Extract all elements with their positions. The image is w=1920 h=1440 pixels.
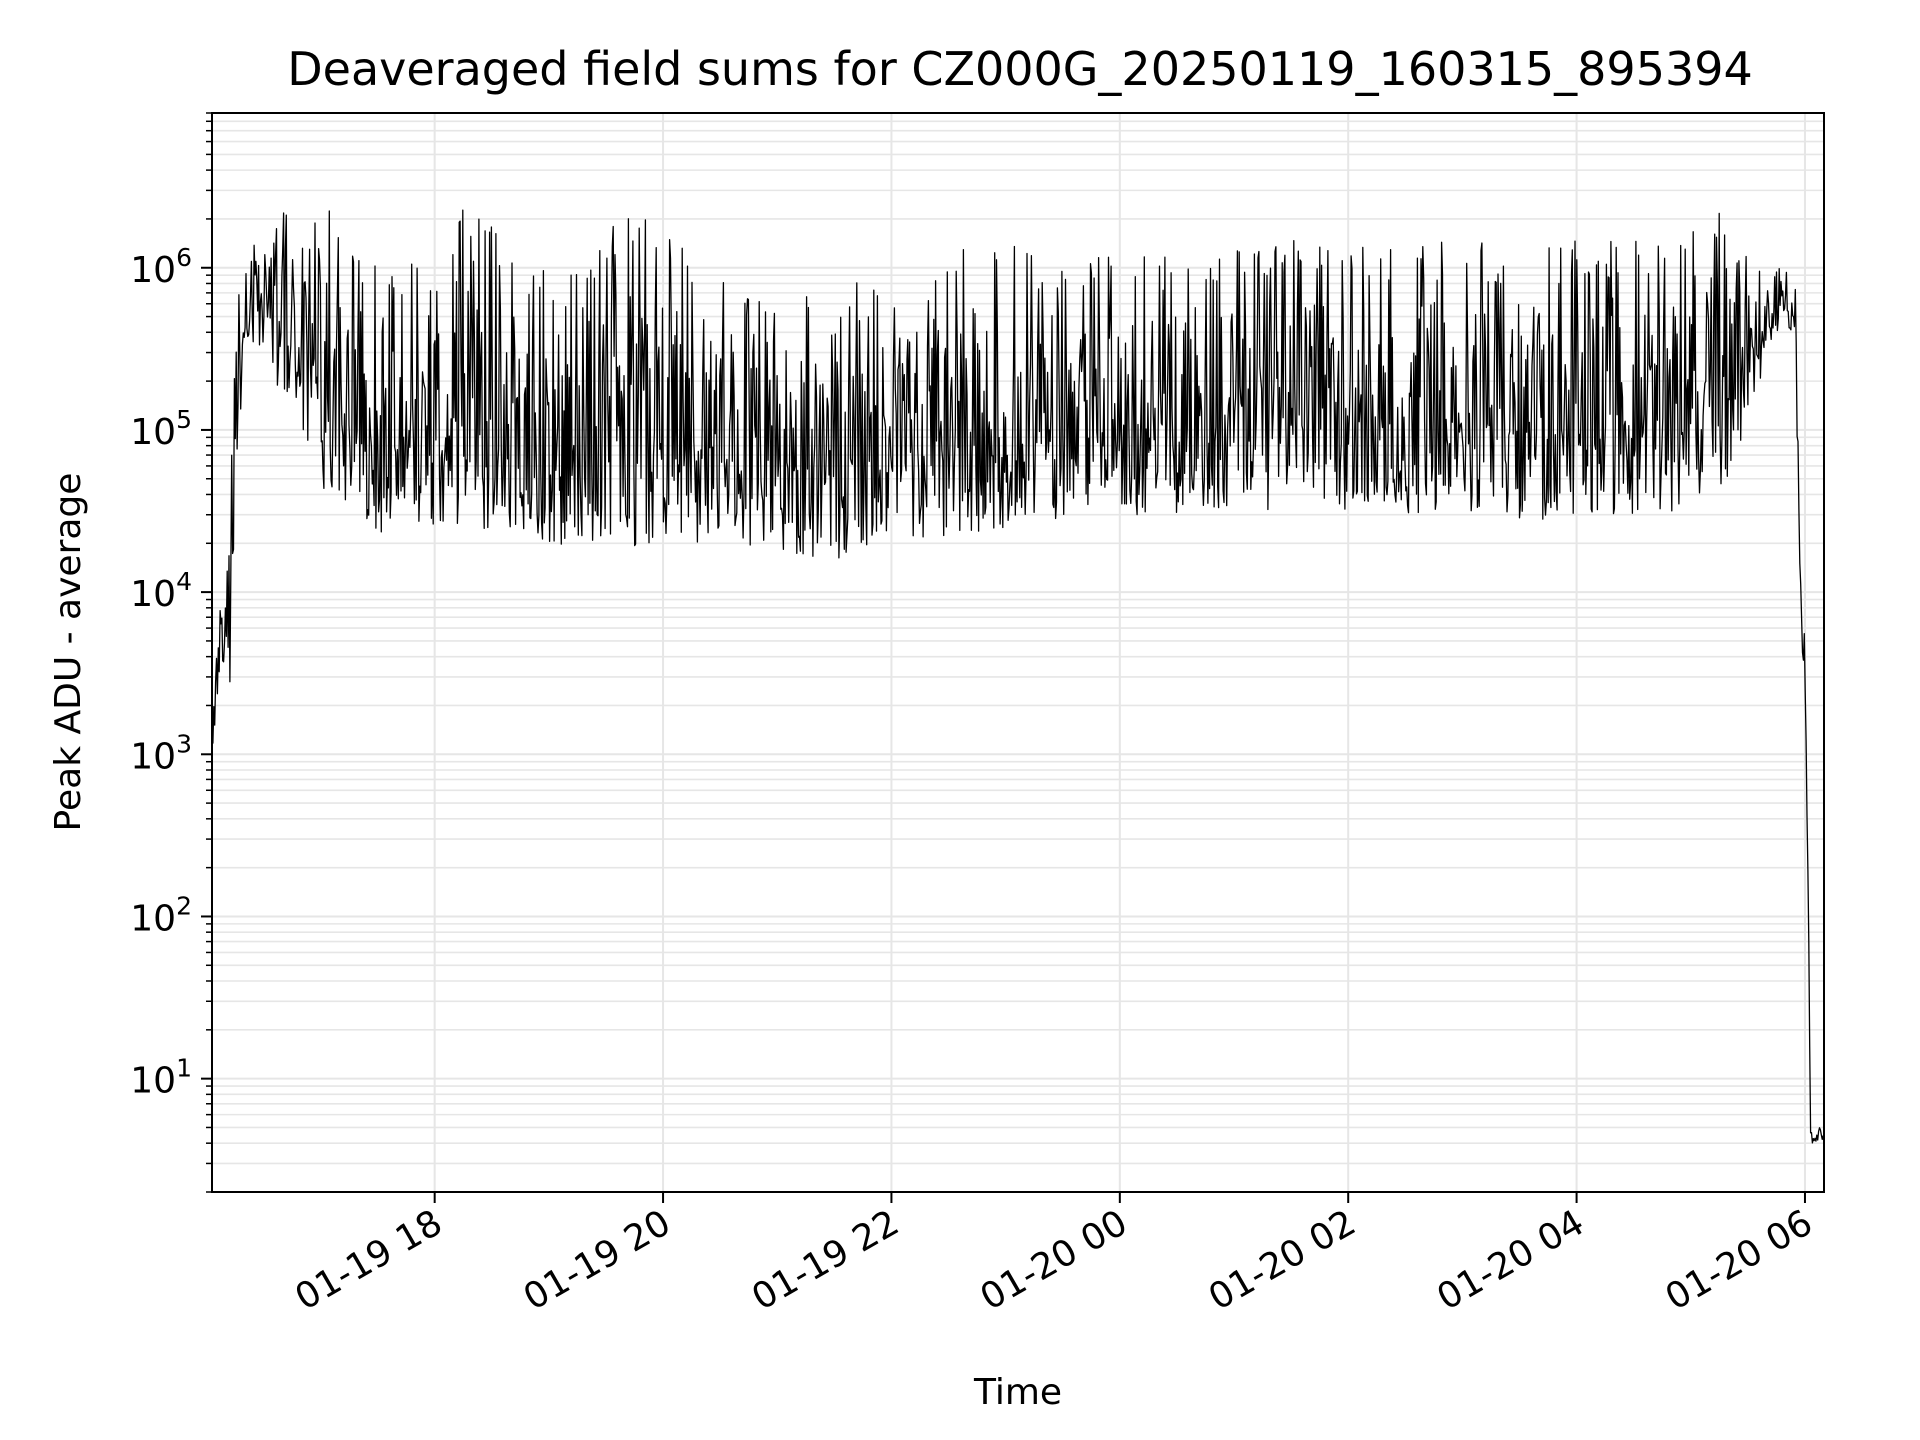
y-axis-label: Peak ADU - average — [48, 473, 89, 832]
chart-title: Deaveraged field sums for CZ000G_2025011… — [287, 42, 1753, 96]
series-line — [211, 209, 1825, 1144]
y-tick-label: 106 — [130, 243, 192, 291]
y-tick-label: 103 — [130, 729, 192, 777]
y-tick-label: 102 — [130, 891, 192, 939]
series-layer — [211, 209, 1825, 1144]
grid — [212, 112, 1824, 1193]
plot-frame — [211, 112, 1825, 1193]
y-tick-label: 101 — [130, 1054, 192, 1102]
y-tick-label: 105 — [130, 405, 192, 453]
y-tick-label: 104 — [130, 567, 192, 615]
x-axis-label: Time — [973, 1372, 1062, 1413]
y-axis: 101 102 103 104 105 106 — [130, 112, 212, 1193]
